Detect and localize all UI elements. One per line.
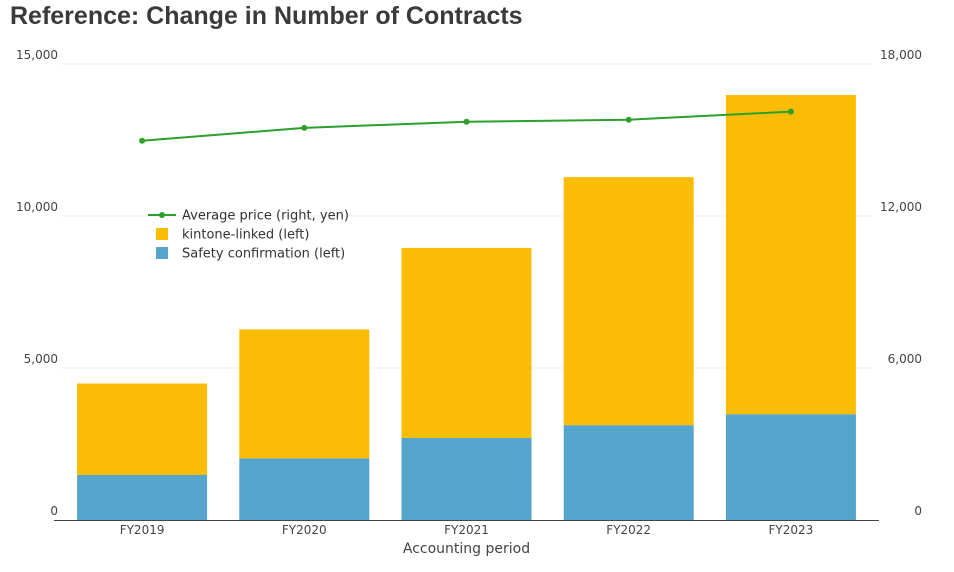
legend-swatch [156,247,168,259]
line-path [142,110,791,142]
bar [563,177,694,426]
line-point [301,124,308,131]
legend-line-marker [159,212,165,218]
x-tick-label: FY2021 [444,523,489,537]
bar [239,458,370,520]
y-left-tick-label: 5,000 [24,352,58,366]
line-point [463,118,470,125]
line-point [139,137,146,144]
line-series [139,108,794,144]
x-axis-title: Accounting period [403,541,530,557]
bar [77,383,208,476]
bar [239,329,370,459]
line-point [787,108,794,115]
y-right-tick-label: 12,000 [880,200,922,214]
bar [77,475,208,520]
x-tick-label: FY2023 [769,523,814,537]
bar [725,414,856,520]
legend-label: Safety confirmation (left) [182,247,345,262]
bar-series [77,95,856,520]
y-right-tick-label: 6,000 [888,352,922,366]
y-right-tick-label: 18,000 [880,48,922,62]
line-point [625,116,632,123]
bar [563,425,694,520]
chart-title: Reference: Change in Number of Contracts [10,2,523,30]
legend-label: kintone-linked (left) [182,228,309,243]
y-right-tick-label: 0 [914,504,922,518]
axes: 0 5,000 10,000 15,000 0 6,000 12,000 18,000 FY20… [16,48,922,557]
x-tick-label: FY2022 [606,523,651,537]
x-tick-label: FY2019 [120,523,165,537]
y-left-tick-label: 15,000 [16,48,58,62]
bar [725,95,856,415]
y-left-tick-label: 10,000 [16,200,58,214]
y-left-tick-label: 0 [50,504,58,518]
legend-swatch [156,228,168,240]
legend-label: Average price (right, yen) [182,209,349,224]
bar [401,247,532,438]
bar [401,437,532,520]
legend: Average price (right, yen) kintone-linked… [148,209,349,262]
x-tick-label: FY2020 [282,523,327,537]
